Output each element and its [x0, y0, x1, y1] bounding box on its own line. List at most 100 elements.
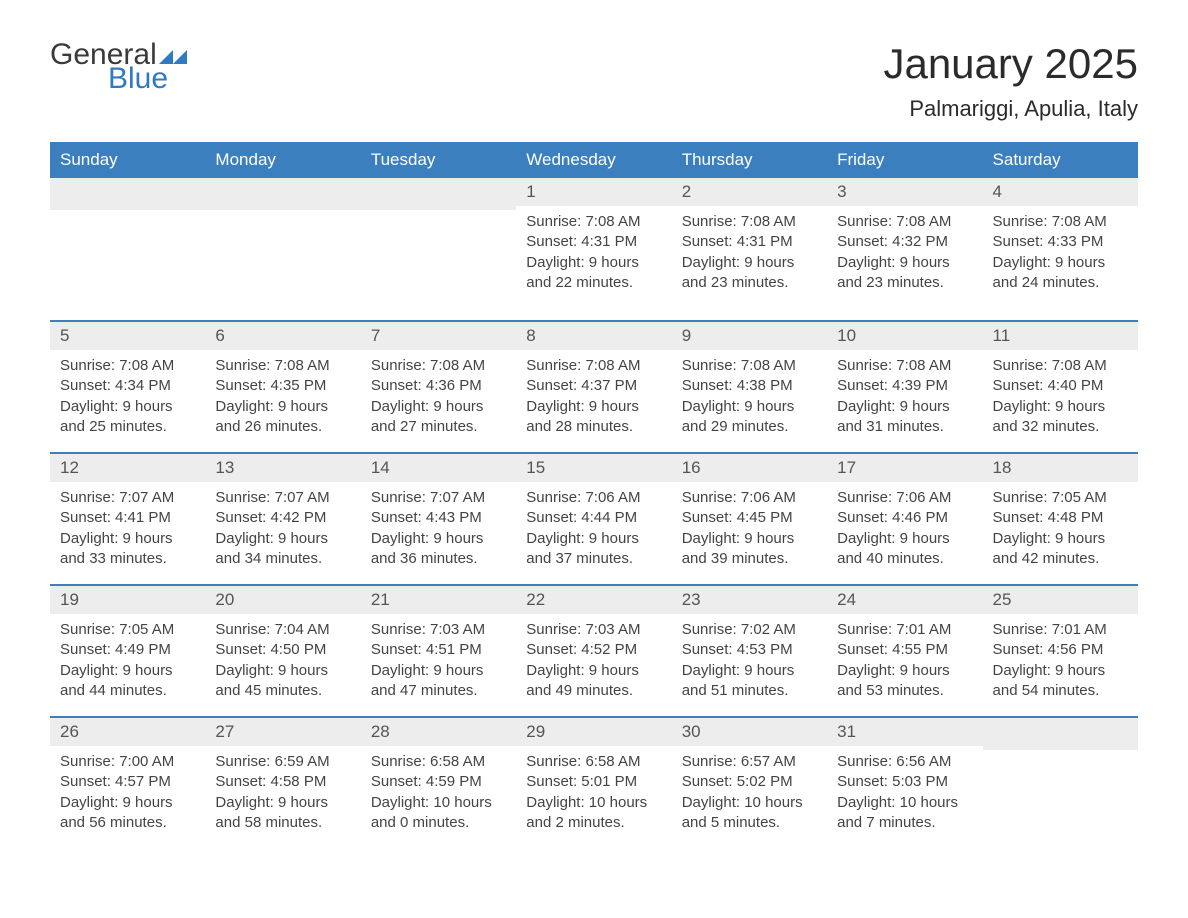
calendar-week-row: 5Sunrise: 7:08 AMSunset: 4:34 PMDaylight…: [50, 321, 1138, 453]
calendar-day-cell: 9Sunrise: 7:08 AMSunset: 4:38 PMDaylight…: [672, 321, 827, 453]
day-number: 6: [205, 322, 360, 350]
day-details: [205, 210, 360, 320]
sunset-line: Sunset: 4:36 PM: [371, 376, 506, 396]
daylight-line: Daylight: 9 hours and 53 minutes.: [837, 661, 972, 702]
day-details: Sunrise: 7:05 AMSunset: 4:49 PMDaylight:…: [50, 614, 205, 715]
sunrise-line: Sunrise: 7:01 AM: [993, 620, 1128, 640]
calendar-week-row: 1Sunrise: 7:08 AMSunset: 4:31 PMDaylight…: [50, 178, 1138, 321]
day-details: [50, 210, 205, 320]
daylight-line: Daylight: 10 hours and 0 minutes.: [371, 793, 506, 834]
calendar-day-cell: 27Sunrise: 6:59 AMSunset: 4:58 PMDayligh…: [205, 717, 360, 860]
logo-flag-icon: [159, 40, 187, 58]
calendar-day-cell: 17Sunrise: 7:06 AMSunset: 4:46 PMDayligh…: [827, 453, 982, 585]
day-details: Sunrise: 7:08 AMSunset: 4:36 PMDaylight:…: [361, 350, 516, 451]
sunrise-line: Sunrise: 7:07 AM: [371, 488, 506, 508]
calendar-day-cell: 24Sunrise: 7:01 AMSunset: 4:55 PMDayligh…: [827, 585, 982, 717]
calendar-day-cell: 11Sunrise: 7:08 AMSunset: 4:40 PMDayligh…: [983, 321, 1138, 453]
sunset-line: Sunset: 4:53 PM: [682, 640, 817, 660]
day-details: Sunrise: 7:06 AMSunset: 4:45 PMDaylight:…: [672, 482, 827, 583]
daylight-line: Daylight: 9 hours and 58 minutes.: [215, 793, 350, 834]
day-details: Sunrise: 7:08 AMSunset: 4:39 PMDaylight:…: [827, 350, 982, 451]
day-number: 1: [516, 178, 671, 206]
sunset-line: Sunset: 4:50 PM: [215, 640, 350, 660]
calendar-week-row: 26Sunrise: 7:00 AMSunset: 4:57 PMDayligh…: [50, 717, 1138, 860]
daylight-line: Daylight: 9 hours and 26 minutes.: [215, 397, 350, 438]
calendar-day-cell: 6Sunrise: 7:08 AMSunset: 4:35 PMDaylight…: [205, 321, 360, 453]
calendar-day-cell: 21Sunrise: 7:03 AMSunset: 4:51 PMDayligh…: [361, 585, 516, 717]
daylight-line: Daylight: 9 hours and 25 minutes.: [60, 397, 195, 438]
sunset-line: Sunset: 4:45 PM: [682, 508, 817, 528]
day-number: [205, 178, 360, 210]
sunset-line: Sunset: 4:32 PM: [837, 232, 972, 252]
daylight-line: Daylight: 9 hours and 36 minutes.: [371, 529, 506, 570]
sunset-line: Sunset: 4:55 PM: [837, 640, 972, 660]
day-number: 15: [516, 454, 671, 482]
daylight-line: Daylight: 9 hours and 31 minutes.: [837, 397, 972, 438]
weekday-header: Saturday: [983, 142, 1138, 178]
sunset-line: Sunset: 4:52 PM: [526, 640, 661, 660]
day-number: 25: [983, 586, 1138, 614]
daylight-line: Daylight: 9 hours and 32 minutes.: [993, 397, 1128, 438]
sunrise-line: Sunrise: 7:08 AM: [993, 212, 1128, 232]
daylight-line: Daylight: 9 hours and 24 minutes.: [993, 253, 1128, 294]
calendar-day-cell: 16Sunrise: 7:06 AMSunset: 4:45 PMDayligh…: [672, 453, 827, 585]
day-details: Sunrise: 7:03 AMSunset: 4:51 PMDaylight:…: [361, 614, 516, 715]
day-details: Sunrise: 7:02 AMSunset: 4:53 PMDaylight:…: [672, 614, 827, 715]
calendar-day-cell: 14Sunrise: 7:07 AMSunset: 4:43 PMDayligh…: [361, 453, 516, 585]
daylight-line: Daylight: 9 hours and 34 minutes.: [215, 529, 350, 570]
sunrise-line: Sunrise: 7:08 AM: [837, 356, 972, 376]
sunset-line: Sunset: 4:34 PM: [60, 376, 195, 396]
day-number: 29: [516, 718, 671, 746]
day-number: 14: [361, 454, 516, 482]
daylight-line: Daylight: 9 hours and 49 minutes.: [526, 661, 661, 702]
day-details: Sunrise: 6:56 AMSunset: 5:03 PMDaylight:…: [827, 746, 982, 847]
day-details: Sunrise: 7:07 AMSunset: 4:42 PMDaylight:…: [205, 482, 360, 583]
day-number: 16: [672, 454, 827, 482]
sunrise-line: Sunrise: 6:57 AM: [682, 752, 817, 772]
sunrise-line: Sunrise: 7:05 AM: [60, 620, 195, 640]
day-details: Sunrise: 7:08 AMSunset: 4:32 PMDaylight:…: [827, 206, 982, 307]
sunset-line: Sunset: 4:49 PM: [60, 640, 195, 660]
page-header: General Blue January 2025 Palmariggi, Ap…: [50, 40, 1138, 122]
weekday-header: Friday: [827, 142, 982, 178]
sunrise-line: Sunrise: 7:08 AM: [837, 212, 972, 232]
day-details: [361, 210, 516, 320]
calendar-day-cell: 5Sunrise: 7:08 AMSunset: 4:34 PMDaylight…: [50, 321, 205, 453]
day-details: Sunrise: 7:07 AMSunset: 4:43 PMDaylight:…: [361, 482, 516, 583]
daylight-line: Daylight: 9 hours and 44 minutes.: [60, 661, 195, 702]
calendar-day-cell: 26Sunrise: 7:00 AMSunset: 4:57 PMDayligh…: [50, 717, 205, 860]
sunset-line: Sunset: 4:33 PM: [993, 232, 1128, 252]
calendar-day-cell: [205, 178, 360, 321]
day-number: 13: [205, 454, 360, 482]
day-number: [50, 178, 205, 210]
sunset-line: Sunset: 4:40 PM: [993, 376, 1128, 396]
day-number: 19: [50, 586, 205, 614]
daylight-line: Daylight: 9 hours and 23 minutes.: [837, 253, 972, 294]
day-details: Sunrise: 7:08 AMSunset: 4:31 PMDaylight:…: [672, 206, 827, 307]
day-number: 31: [827, 718, 982, 746]
calendar-day-cell: 18Sunrise: 7:05 AMSunset: 4:48 PMDayligh…: [983, 453, 1138, 585]
day-number: 26: [50, 718, 205, 746]
title-block: January 2025 Palmariggi, Apulia, Italy: [883, 40, 1138, 122]
day-number: 5: [50, 322, 205, 350]
sunrise-line: Sunrise: 7:03 AM: [371, 620, 506, 640]
sunrise-line: Sunrise: 7:04 AM: [215, 620, 350, 640]
daylight-line: Daylight: 9 hours and 54 minutes.: [993, 661, 1128, 702]
day-number: 28: [361, 718, 516, 746]
calendar-day-cell: 3Sunrise: 7:08 AMSunset: 4:32 PMDaylight…: [827, 178, 982, 321]
sunrise-line: Sunrise: 7:07 AM: [60, 488, 195, 508]
day-number: 23: [672, 586, 827, 614]
day-number: [983, 718, 1138, 750]
day-number: 10: [827, 322, 982, 350]
sunset-line: Sunset: 4:39 PM: [837, 376, 972, 396]
weekday-header: Tuesday: [361, 142, 516, 178]
weekday-header: Wednesday: [516, 142, 671, 178]
day-details: Sunrise: 7:07 AMSunset: 4:41 PMDaylight:…: [50, 482, 205, 583]
calendar-week-row: 19Sunrise: 7:05 AMSunset: 4:49 PMDayligh…: [50, 585, 1138, 717]
sunrise-line: Sunrise: 7:07 AM: [215, 488, 350, 508]
day-number: [361, 178, 516, 210]
daylight-line: Daylight: 9 hours and 42 minutes.: [993, 529, 1128, 570]
sunset-line: Sunset: 4:58 PM: [215, 772, 350, 792]
day-details: Sunrise: 7:06 AMSunset: 4:46 PMDaylight:…: [827, 482, 982, 583]
day-details: Sunrise: 6:58 AMSunset: 5:01 PMDaylight:…: [516, 746, 671, 847]
